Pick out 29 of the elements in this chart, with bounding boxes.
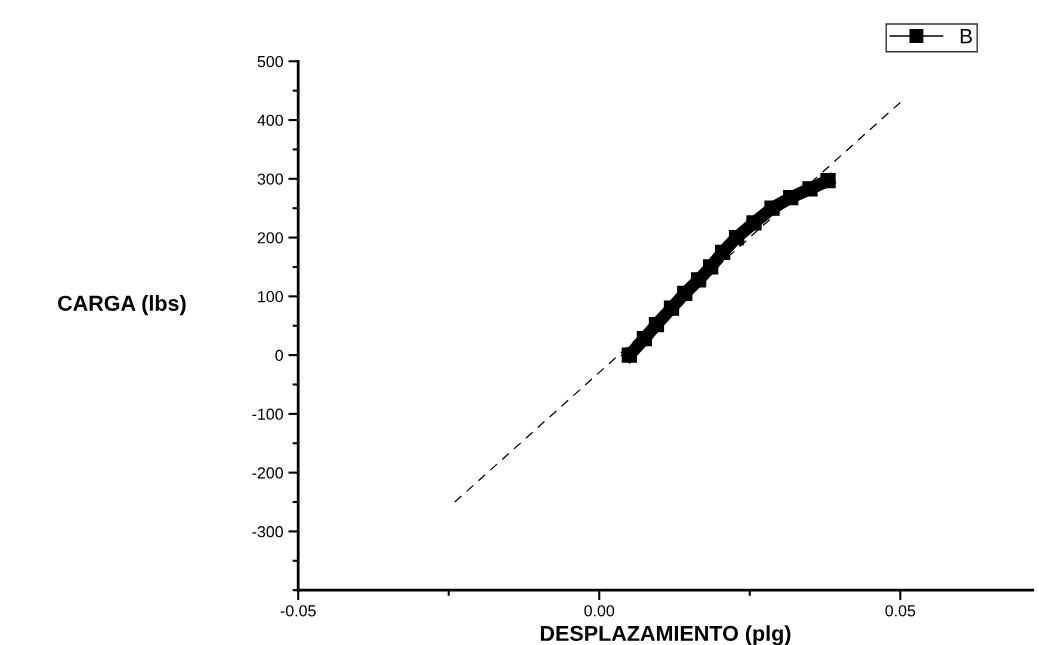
point [648,316,665,333]
legend-label: B [960,29,972,44]
x-tick-label: -0.05 [280,605,316,617]
y-axis-title: CARGA (lbs) [58,295,186,316]
y-tick-label: -200 [252,467,283,479]
y-tick-label: 100 [258,290,283,303]
point [802,181,818,197]
x-tick-label: 0.00 [584,605,615,617]
point [636,331,653,347]
point [728,229,745,246]
x-tick-label: 0.05 [885,605,916,617]
y-tick-label: -300 [252,526,283,538]
point [746,215,762,231]
point [702,259,719,275]
point [764,200,780,216]
point [715,244,731,260]
point [783,189,799,206]
x-axis-title: DESPLAZAMIENTO (plg) [540,625,791,645]
y-tick-label: 0 [275,349,283,362]
point [690,272,707,288]
y-tick-label: 400 [257,114,283,126]
y-tick-label: 300 [257,173,283,185]
point [677,285,693,302]
y-tick-label: 200 [257,232,283,244]
y-tick-label: -100 [252,408,283,420]
point [621,347,637,363]
y-tick-label: 500 [257,55,283,68]
point [663,300,680,316]
point [820,172,836,189]
